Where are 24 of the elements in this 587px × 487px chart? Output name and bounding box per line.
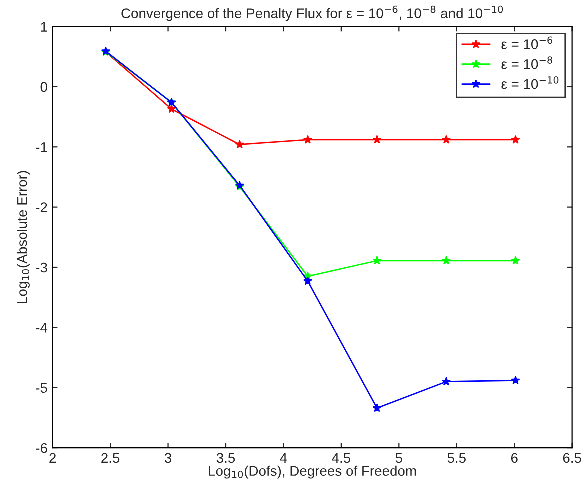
x-tick-label: 6.5 [563,453,582,464]
y-tick-label: -1 [36,142,48,152]
y-tick-label: -5 [36,383,48,394]
y-tick-label: -2 [36,202,48,212]
y-tick-label: -6 [36,443,48,454]
y-tick-label: -3 [36,262,48,273]
x-axis-title: Log$_{10}$(Dofs), Degrees of Freedom [209,466,416,479]
legend-label: ε = 10$^{−6}$ [502,36,553,50]
x-tick-label: 3.5 [216,453,236,464]
y-tick-label: 1 [41,22,48,32]
x-tick-label: 4.5 [332,453,351,464]
x-tick-label: 5 [396,453,402,464]
x-tick-label: 5.5 [448,453,466,464]
x-tick-label: 2.5 [102,453,120,464]
x-tick-label: 2 [50,453,56,463]
x-tick-label: 3 [164,453,172,464]
legend-label: ε = 10$^{−10}$ [502,76,559,90]
legend-label: ε = 10$^{−8}$ [502,56,552,70]
y-tick-label: -4 [36,323,48,333]
y-axis-title: Log$_{10}$(Absolute Error) [17,171,30,304]
x-tick-label: 6 [511,453,518,464]
x-tick-label: 4 [280,453,288,463]
y-tick-label: 0 [40,82,48,92]
chart-title: Convergence of the Penalty Flux for ε = 10$^{−6}$, 10$^{−8}$ and 10$^{−10}$ [122,6,504,22]
